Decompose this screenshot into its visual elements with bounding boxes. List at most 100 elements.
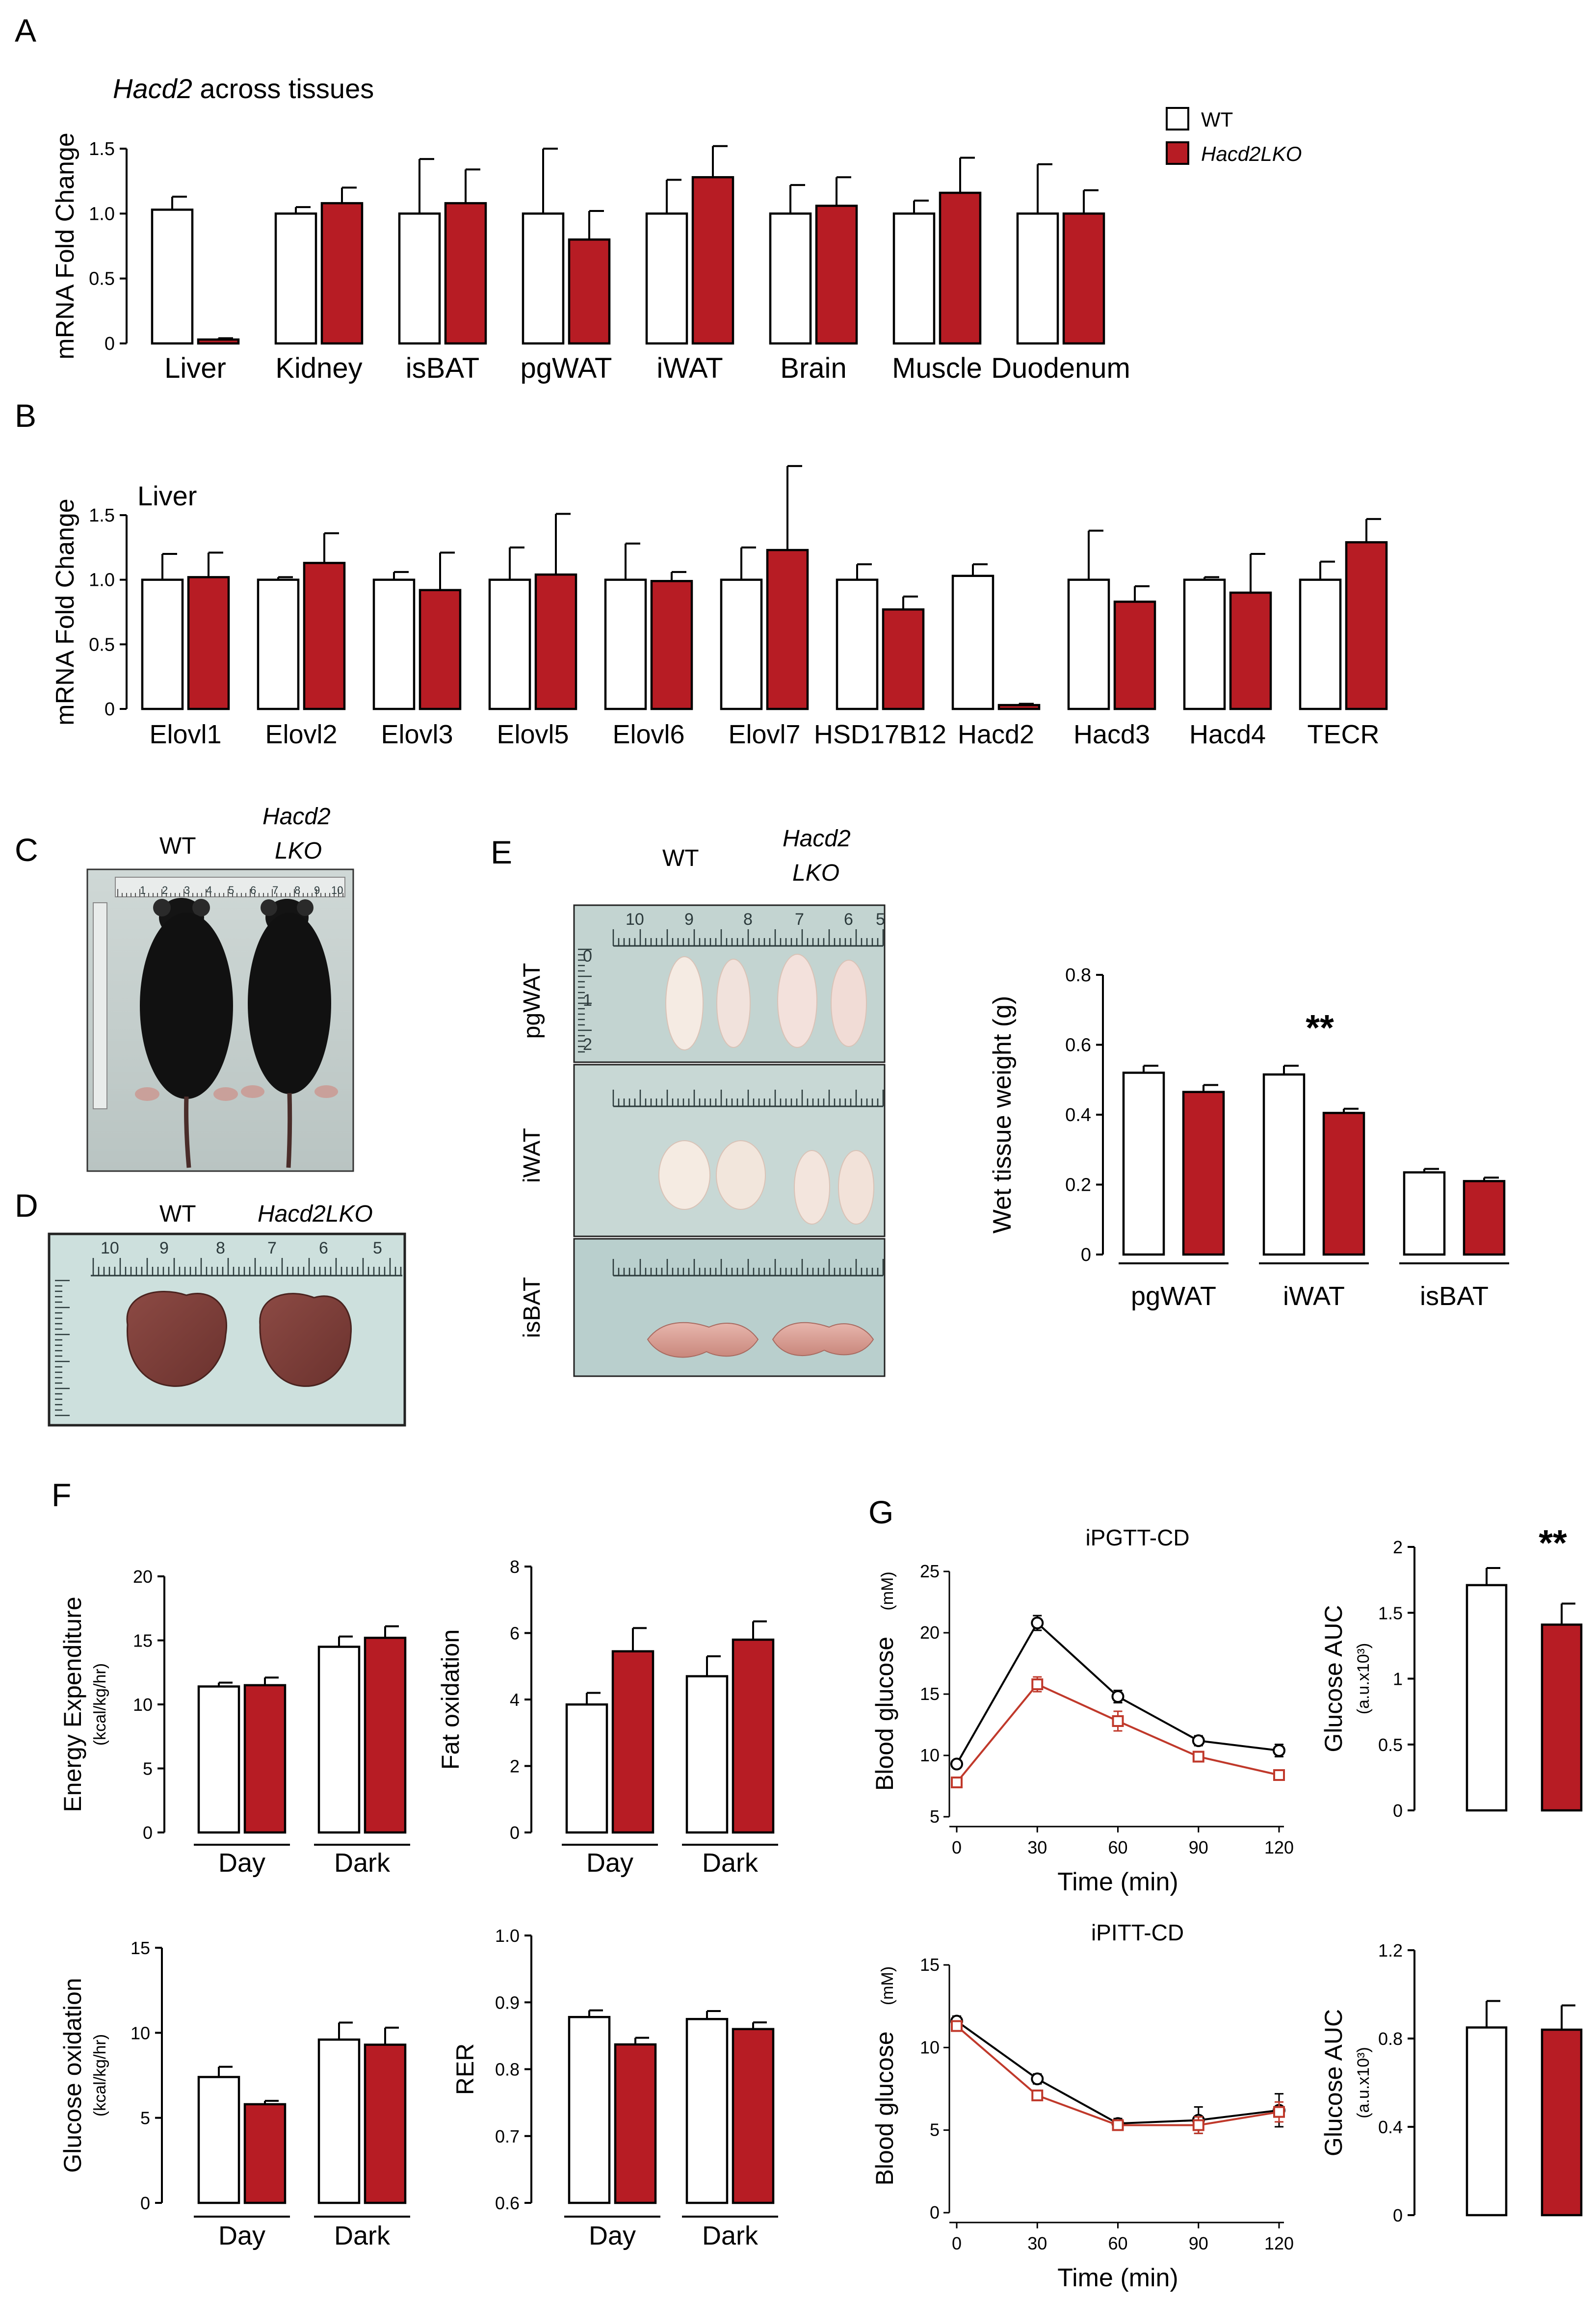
chart-g2: 0 0.5 1 1.5 2 Glucose AUC (a.u.x10³) ** [1320, 1522, 1583, 1821]
bar-ko [611, 1650, 654, 1834]
x-category-label: Day [218, 1848, 265, 1878]
y-tick-label: 1.5 [89, 139, 115, 159]
bar-wt [1465, 2026, 1508, 2217]
panel-letter-g: G [868, 1494, 893, 1530]
bar-ko [197, 338, 240, 345]
y-tick-label: 0 [1393, 2205, 1403, 2225]
ruler-number: 2 [162, 884, 168, 896]
legend-wt-swatch [1166, 107, 1189, 131]
panel-letter-e: E [491, 834, 512, 870]
x-category-label: Dark [702, 2221, 759, 2250]
x-tick-label: 120 [1264, 2233, 1294, 2253]
y-tick-label: 1.0 [89, 204, 115, 224]
ruler-number: 10 [101, 1239, 119, 1257]
bar-wt [488, 578, 531, 710]
ruler-number: 0 [583, 947, 592, 966]
bar-wt [951, 575, 994, 710]
ruler-number: 5 [228, 884, 234, 896]
ruler-number: 10 [331, 884, 343, 896]
bar-wt [892, 212, 936, 345]
bar-ko [1113, 601, 1156, 710]
bar-wt [1465, 1584, 1508, 1812]
x-category-label: iWAT [1283, 1281, 1345, 1311]
bar-ko [419, 589, 462, 710]
ruler-number: 5 [876, 910, 885, 929]
y-axis-unit: (kcal/kg/hr) [91, 1663, 109, 1746]
y-tick-label: 20 [920, 1622, 940, 1643]
ruler-number: 1 [583, 991, 592, 1010]
x-category-label: Elovl7 [728, 720, 800, 749]
bar-ko [766, 549, 809, 710]
ruler-number: 9 [684, 910, 694, 929]
y-tick-label: 0.5 [89, 269, 115, 289]
chart-b: 0 0.5 1.0 1.5 mRNA Fold Change Elovl1 Elovl2 El… [51, 465, 1388, 749]
y-axis-label: Glucose oxidation [59, 1978, 86, 2172]
bar-wt [1299, 578, 1342, 710]
y-tick-label: 0 [105, 699, 115, 720]
ruler-number: 6 [250, 884, 256, 896]
y-axis-label: mRNA Fold Change [51, 132, 79, 359]
panel-b-title: Liver [137, 480, 197, 511]
data-point-ko [1112, 2119, 1124, 2131]
chart-title: iPGTT-CD [1085, 1525, 1189, 1550]
pgwat-ko-1 [777, 954, 817, 1048]
data-point-ko [1031, 2089, 1044, 2101]
panel-letter-c: C [15, 832, 38, 868]
data-point-ko [1273, 1769, 1285, 1781]
x-tick-label: 30 [1027, 1837, 1047, 1857]
chart-f2: 0 2 4 6 8 Fat oxidation Day Dark [437, 1557, 778, 1878]
bar-wt [1262, 1073, 1306, 1256]
y-tick-label: 2 [510, 1756, 520, 1777]
y-axis-unit: (mM) [878, 1966, 897, 2005]
y-tick-label: 0.6 [495, 2193, 520, 2213]
y-tick-label: 1.0 [495, 1926, 520, 1946]
y-tick-label: 6 [510, 1623, 520, 1644]
y-tick-label: 0 [1393, 1801, 1403, 1821]
panel-a-title-rest: across tissues [192, 73, 374, 104]
chart-f3: 0 5 10 15 Glucose oxidation (kcal/kg/hr) Day Da… [59, 1938, 410, 2250]
bar-ko [1463, 1180, 1506, 1256]
ruler-number: 8 [743, 910, 753, 929]
y-tick-label: 0.7 [495, 2126, 520, 2146]
y-axis-label: Glucose AUC [1320, 1605, 1347, 1752]
y-tick-label: 0.4 [1065, 1105, 1091, 1125]
panel-letter-f: F [52, 1477, 71, 1513]
y-tick-label: 1.0 [89, 570, 115, 591]
legend-ko-label: Hacd2LKO [1201, 142, 1302, 165]
x-category-label: iWAT [656, 352, 723, 384]
ruler-number: 6 [319, 1239, 328, 1257]
bar-ko [444, 202, 487, 345]
x-category-label: Hacd3 [1073, 720, 1150, 749]
data-point-wt [1111, 1690, 1125, 1703]
y-tick-label: 0 [105, 334, 115, 354]
bar-wt [372, 578, 416, 710]
x-tick-label: 0 [952, 1837, 962, 1857]
panel-e-row-label-iwat: iWAT [519, 1128, 545, 1183]
ruler-number: 7 [267, 1239, 277, 1257]
x-tick-label: 120 [1264, 1837, 1294, 1857]
x-category-label: pgWAT [521, 352, 612, 384]
y-tick-label: 5 [143, 1759, 153, 1779]
panel-e-fat-photos: 10 9 8 7 6 5 0 1 2 [573, 904, 886, 1377]
bar-wt [151, 209, 194, 345]
y-tick-label: 1.5 [89, 505, 115, 526]
isbat-ko [772, 1322, 874, 1356]
bar-ko [243, 1684, 287, 1834]
bar-ko [732, 1638, 775, 1834]
panel-e-ruler-ticks [578, 929, 884, 1277]
x-tick-label: 90 [1189, 1837, 1208, 1857]
y-tick-label: 0.8 [1065, 965, 1091, 986]
bar-wt [1016, 212, 1059, 345]
bar-wt [197, 1685, 240, 1834]
pgwat-wt-2 [716, 959, 751, 1048]
x-tick-label: 0 [952, 2233, 962, 2253]
mouse-wt [135, 898, 238, 1168]
bar-wt [720, 578, 763, 710]
bar-ko [187, 576, 230, 710]
y-tick-label: 5 [930, 1806, 940, 1827]
bar-ko [1345, 541, 1388, 710]
y-axis-unit: (mM) [878, 1571, 897, 1610]
ruler-number: 9 [314, 884, 320, 896]
data-point-ko [1112, 1715, 1124, 1727]
liver-ko [259, 1293, 352, 1387]
